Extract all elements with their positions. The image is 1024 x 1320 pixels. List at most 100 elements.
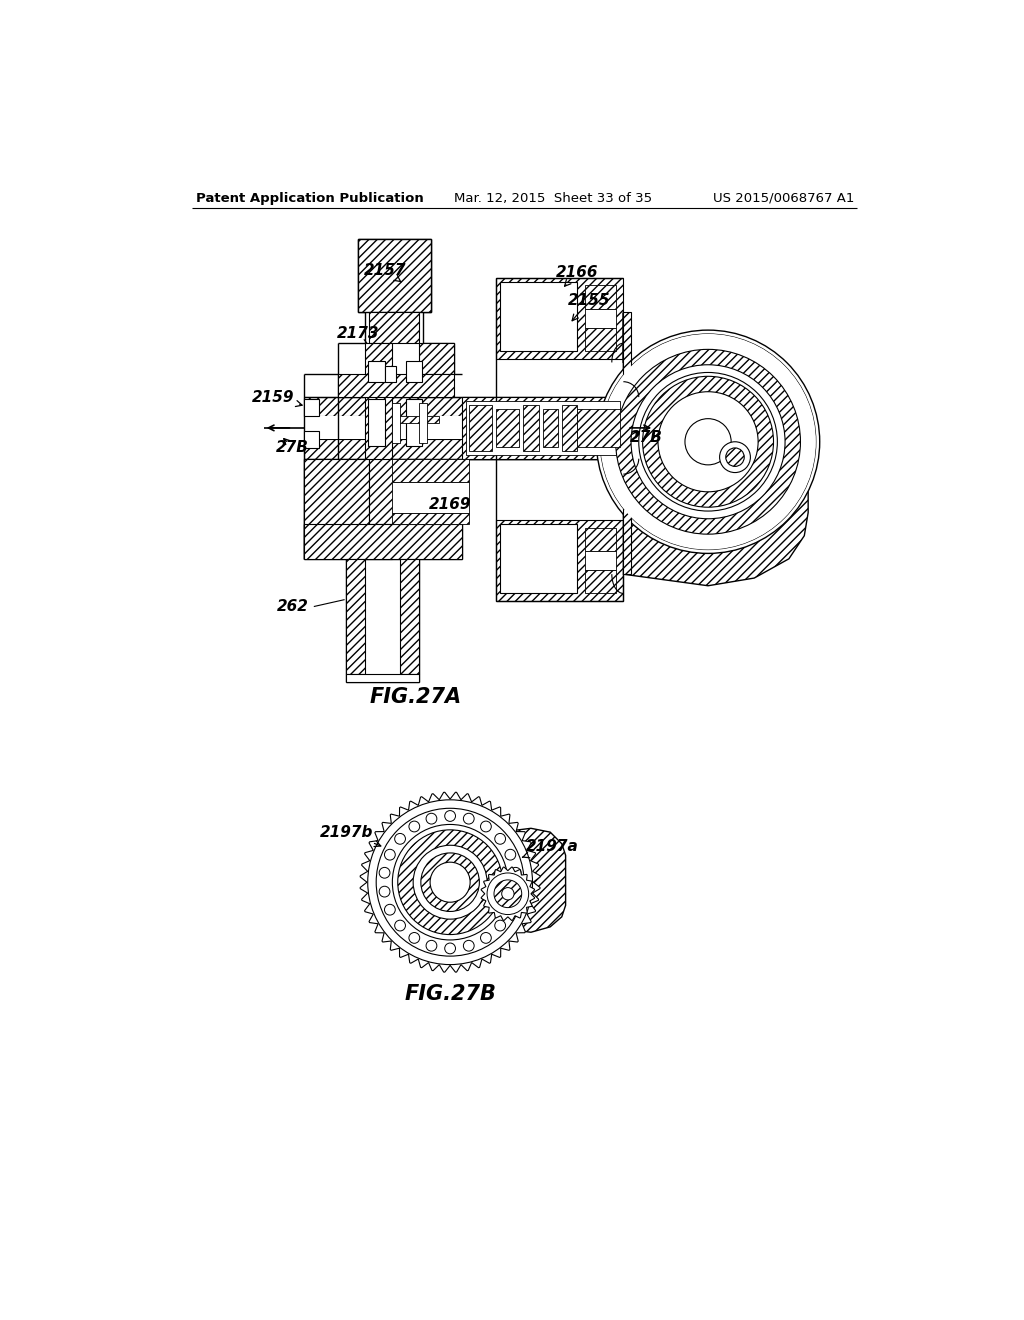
Bar [562, 405, 578, 451]
Bar [392, 416, 438, 422]
Bar [400, 558, 419, 675]
Text: 2169: 2169 [429, 498, 472, 512]
Bar [339, 374, 454, 397]
Bar [304, 416, 624, 440]
Polygon shape [624, 313, 808, 586]
Circle shape [392, 825, 508, 940]
Bar [466, 401, 620, 455]
Bar [392, 482, 469, 512]
Bar [370, 459, 427, 524]
Text: FIG.27A: FIG.27A [370, 688, 462, 708]
Text: 2157: 2157 [364, 263, 406, 282]
Text: 2197b: 2197b [319, 825, 381, 846]
Bar [407, 360, 422, 383]
Bar [585, 552, 615, 570]
Bar [578, 409, 620, 447]
Bar [370, 313, 419, 343]
Circle shape [397, 830, 503, 935]
Bar [497, 409, 519, 447]
Circle shape [426, 813, 437, 824]
Circle shape [464, 813, 474, 824]
Text: 2166: 2166 [556, 265, 598, 286]
Bar [585, 327, 615, 351]
Bar [304, 397, 624, 416]
Circle shape [368, 800, 532, 965]
Bar [543, 409, 558, 447]
Circle shape [430, 862, 470, 903]
Bar [368, 400, 385, 446]
Circle shape [464, 940, 474, 952]
Bar [392, 512, 469, 524]
Circle shape [480, 821, 492, 832]
Circle shape [495, 920, 506, 931]
Circle shape [413, 845, 487, 919]
Circle shape [510, 886, 521, 898]
Circle shape [726, 447, 744, 466]
Circle shape [596, 330, 819, 553]
Bar [497, 520, 624, 601]
Circle shape [444, 810, 456, 821]
Bar [392, 459, 469, 482]
Circle shape [631, 364, 785, 519]
Text: 27B: 27B [275, 441, 308, 455]
Circle shape [495, 833, 506, 845]
Circle shape [502, 887, 514, 900]
Circle shape [615, 350, 801, 535]
Bar [497, 277, 624, 359]
Bar [469, 405, 493, 451]
Bar [407, 400, 422, 446]
Circle shape [505, 849, 516, 861]
Bar [585, 309, 615, 327]
Circle shape [494, 880, 521, 908]
Circle shape [384, 904, 395, 915]
Circle shape [426, 940, 437, 952]
Text: US 2015/0068767 A1: US 2015/0068767 A1 [713, 191, 854, 205]
Circle shape [376, 808, 524, 956]
Text: 27B: 27B [630, 429, 663, 445]
Bar [585, 528, 615, 552]
Bar [500, 281, 578, 351]
Bar [419, 404, 427, 444]
Circle shape [379, 886, 390, 898]
Circle shape [394, 833, 406, 845]
Bar [427, 474, 462, 524]
Bar [357, 239, 431, 313]
Circle shape [409, 821, 420, 832]
Circle shape [487, 873, 528, 915]
Text: Patent Application Publication: Patent Application Publication [196, 191, 424, 205]
Bar [385, 367, 396, 381]
Circle shape [600, 334, 816, 549]
Text: 2159: 2159 [252, 389, 302, 407]
Polygon shape [481, 867, 535, 920]
Bar [304, 459, 370, 552]
Text: 262: 262 [278, 599, 309, 614]
Bar [392, 404, 400, 444]
Polygon shape [500, 829, 565, 932]
Text: 2197a: 2197a [522, 838, 579, 858]
Bar [366, 343, 392, 558]
Bar [585, 285, 615, 309]
Bar [585, 570, 615, 594]
Bar [304, 430, 319, 447]
Circle shape [505, 904, 516, 915]
Bar [304, 440, 624, 459]
Bar [304, 400, 319, 416]
Bar [304, 524, 462, 558]
Circle shape [685, 418, 731, 465]
Circle shape [384, 849, 395, 861]
Circle shape [639, 372, 777, 511]
Circle shape [409, 932, 420, 944]
Circle shape [658, 392, 758, 492]
Circle shape [643, 376, 773, 507]
Circle shape [720, 442, 751, 473]
Circle shape [480, 932, 492, 944]
Circle shape [600, 334, 816, 549]
Circle shape [394, 920, 406, 931]
Bar [346, 675, 419, 682]
Polygon shape [360, 792, 540, 972]
Text: Mar. 12, 2015  Sheet 33 of 35: Mar. 12, 2015 Sheet 33 of 35 [454, 191, 652, 205]
Bar [500, 524, 578, 594]
Circle shape [421, 853, 479, 911]
Bar [462, 397, 624, 459]
Bar [419, 343, 454, 374]
